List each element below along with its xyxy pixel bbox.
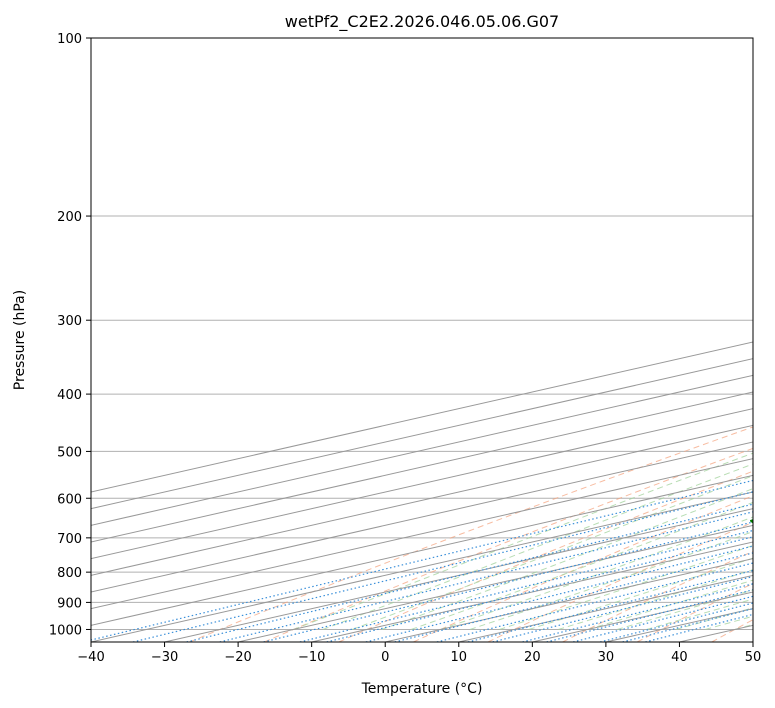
x-tick-label: −10 xyxy=(298,650,325,665)
moist-adiabat-line xyxy=(734,623,753,630)
isotherm-line xyxy=(605,608,753,642)
x-tick-label: −40 xyxy=(77,650,104,665)
mixing-ratio-line xyxy=(522,583,753,642)
isotherm-line xyxy=(385,558,753,642)
isotherm-line xyxy=(91,374,753,526)
x-tick-label: 10 xyxy=(451,650,468,665)
mixing-ratio-line xyxy=(219,511,753,642)
mixing-ratio-line xyxy=(436,562,753,642)
moist-adiabat-line xyxy=(381,488,753,630)
moist-adiabat-line xyxy=(705,615,753,630)
moist-adiabat-line xyxy=(558,569,753,630)
mixing-ratio-line xyxy=(394,552,753,642)
y-tick-label: 100 xyxy=(57,32,82,47)
isotherm-line xyxy=(164,508,753,642)
x-tick-label: −30 xyxy=(151,650,178,665)
mixing-ratio-line xyxy=(132,491,753,642)
isotherm-line xyxy=(679,624,753,642)
isotherm-line xyxy=(238,524,753,642)
x-tick-label: 40 xyxy=(671,650,688,665)
mixing-ratio-line xyxy=(91,479,753,641)
moist-adiabat-line xyxy=(587,579,753,630)
y-tick-label: 900 xyxy=(57,596,82,611)
isotherm-line xyxy=(91,474,753,626)
y-axis-label: Pressure (hPa) xyxy=(12,290,28,390)
x-tick-label: −20 xyxy=(224,650,251,665)
isotherm-line xyxy=(91,391,753,543)
x-tick-label: 20 xyxy=(524,650,541,665)
y-tick-label: 300 xyxy=(57,314,82,329)
moist-adiabat-line xyxy=(440,516,753,630)
isotherm-line xyxy=(91,441,753,593)
moist-adiabat-line xyxy=(410,501,753,630)
isotherm-line xyxy=(91,408,753,560)
y-tick-label: 200 xyxy=(57,210,82,225)
x-tick-label: 0 xyxy=(381,650,389,665)
moist-adiabat-line xyxy=(293,452,753,630)
dry-adiabat-line xyxy=(711,619,753,642)
x-axis-ticks: −40 −30 −20 −10 0 10 20 30 40 50 xyxy=(77,642,761,665)
isotherm-line xyxy=(91,491,753,642)
isotherm-line xyxy=(532,591,753,642)
moist-adiabat-line xyxy=(469,531,753,630)
y-tick-label: 500 xyxy=(57,445,82,460)
moist-adiabat-line xyxy=(528,557,753,630)
y-tick-label: 800 xyxy=(57,566,82,581)
x-tick-label: 50 xyxy=(745,650,762,665)
moist-adiabat-line xyxy=(616,589,753,630)
mixing-ratio-line xyxy=(365,545,753,642)
isotherm-line xyxy=(752,641,753,642)
chart-title: wetPf2_C2E2.2026.046.05.06.G07 xyxy=(285,12,559,32)
dry-adiabat-line xyxy=(562,550,753,642)
isotherm-line xyxy=(91,358,753,510)
mixing-ratio-line xyxy=(572,595,753,642)
moist-adiabat-line xyxy=(352,475,753,630)
isotherm-line xyxy=(91,424,753,576)
y-tick-label: 1000 xyxy=(49,623,82,638)
mixing-ratio-line xyxy=(326,536,753,642)
isotherm-line xyxy=(91,341,753,493)
dewpoint-profile-line xyxy=(750,519,753,524)
y-tick-label: 600 xyxy=(57,492,82,507)
isotherm-line xyxy=(311,541,753,642)
isotherm-line xyxy=(91,458,753,610)
dry-adiabat-line xyxy=(189,426,753,642)
mixing-ratio-line xyxy=(467,569,753,642)
moist-adiabat-line xyxy=(764,38,775,629)
mixing-ratio-line xyxy=(492,575,753,642)
plot-frame xyxy=(90,37,754,643)
y-tick-label: 700 xyxy=(57,532,82,547)
dry-adiabat-line xyxy=(264,447,753,642)
y-tick-label: 400 xyxy=(57,388,82,403)
background-lines xyxy=(91,38,775,642)
x-tick-label: 30 xyxy=(598,650,615,665)
mixing-ratio-line xyxy=(622,608,753,642)
x-axis-label: Temperature (°C) xyxy=(361,681,483,697)
moist-adiabat-line xyxy=(499,544,753,630)
profiles xyxy=(750,519,753,524)
dry-adiabat-line xyxy=(413,495,753,642)
y-axis-ticks: 100 200 300 400 500 600 700 800 900 1000 xyxy=(49,32,91,638)
dry-adiabat-line xyxy=(636,582,753,642)
